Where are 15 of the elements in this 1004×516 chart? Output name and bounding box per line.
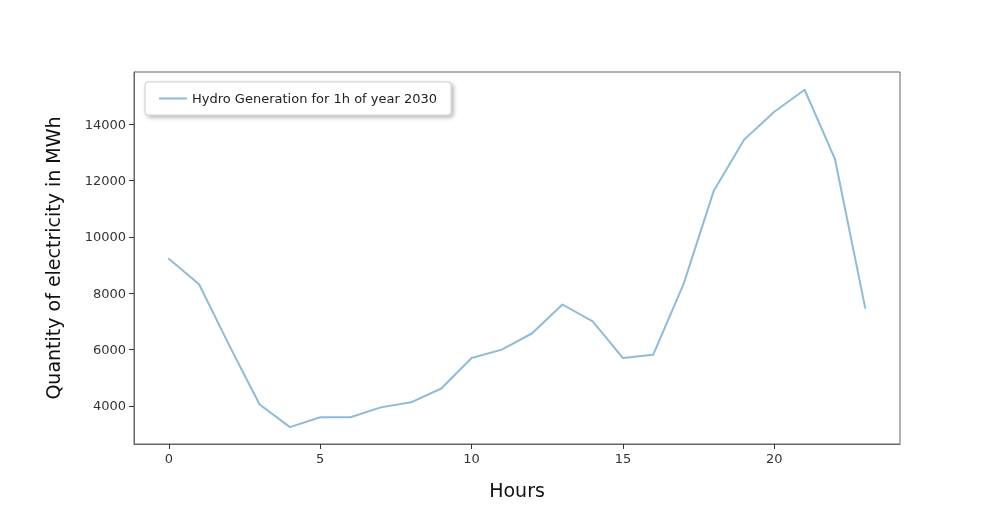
line-series — [167, 88, 867, 429]
x-axis-title: Hours — [489, 478, 545, 501]
x-tick-label: 0 — [164, 451, 173, 466]
y-tick-label: 14000 — [84, 116, 126, 132]
x-tick-label: 5 — [316, 451, 325, 466]
y-tick-label: 12000 — [84, 173, 126, 188]
y-tick-label: 10000 — [84, 229, 126, 245]
y-tick-label: 4000 — [92, 398, 126, 414]
legend-label: Hydro Generation for 1h of year 2030 — [192, 91, 438, 106]
x-tick-label: 15 — [614, 451, 632, 466]
y-axis-title: Quantity of electricity in MWh — [41, 116, 64, 400]
y-tick-label: 8000 — [92, 285, 126, 301]
y-tick-label: 6000 — [92, 342, 126, 358]
x-tick-label: 10 — [463, 451, 480, 466]
x-tick-label: 20 — [766, 451, 783, 466]
